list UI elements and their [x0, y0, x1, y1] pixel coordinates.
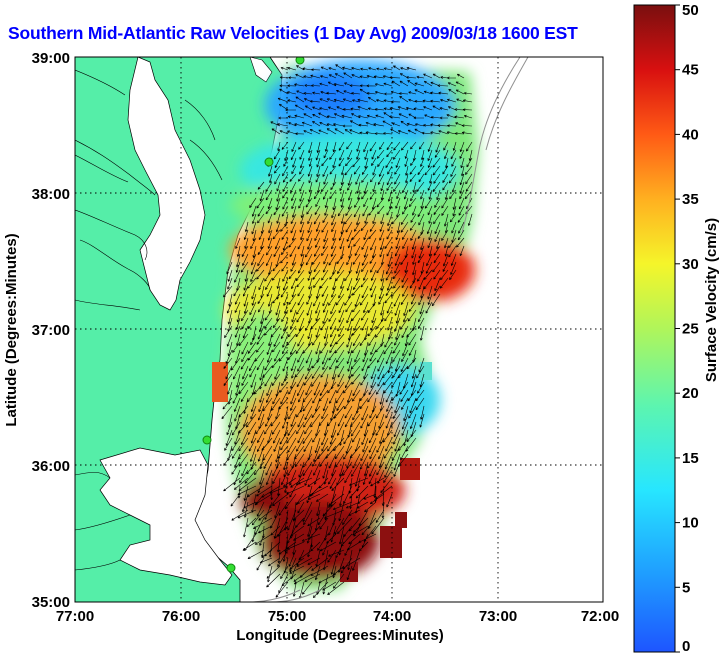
orange-core: [230, 215, 430, 285]
pamlico-sound: [99, 447, 233, 586]
x-tick-label: 75:00: [268, 608, 306, 625]
station-marker: [226, 563, 236, 573]
sound-inlets: [75, 472, 131, 571]
x-tick-label: 72:00: [581, 608, 619, 625]
colorbar-gradient: [633, 4, 676, 653]
velocity-vectors: [221, 64, 473, 599]
red-east: [385, 238, 475, 302]
station-marker: [202, 435, 212, 445]
map-grid: [75, 57, 603, 602]
x-axis: 77:00 76:00 75:00 74:00 73:00 72:00 Long…: [56, 608, 619, 644]
colorbar-tick-label: 10: [682, 515, 699, 532]
isolated-cells: [212, 362, 432, 582]
y-tick-label: 38:00: [32, 186, 70, 203]
colorbar-tick-label: 5: [682, 579, 690, 596]
x-tick-label: 76:00: [162, 608, 200, 625]
hf-radar-stations: [202, 57, 305, 573]
x-tick-label: 77:00: [56, 608, 94, 625]
colorbar-label: Surface Velocity (cm/s): [703, 218, 720, 382]
x-tick-label: 74:00: [373, 608, 411, 625]
plot-frame: [74, 56, 604, 603]
y-tick-label: 35:00: [32, 594, 70, 611]
delaware-bay: [249, 57, 273, 83]
y-axis-label: Latitude (Degrees:Minutes): [3, 233, 20, 426]
colorbar-tick-label: 50: [682, 2, 699, 19]
station-marker: [264, 157, 274, 167]
colorbar-tick-label: 35: [682, 191, 699, 208]
maroon-southwest: [240, 480, 290, 520]
y-tick-label: 36:00: [32, 458, 70, 475]
mid-band-green: [230, 180, 430, 230]
colorbar-tick-label: 30: [682, 256, 699, 273]
colorbar-tick-label: 45: [682, 62, 699, 79]
colorbar-tick-label: 25: [682, 321, 699, 338]
colorbar-tick-label: 40: [682, 126, 699, 143]
y-axis: 35:00 36:00 37:00 38:00 39:00 Latitude (…: [3, 50, 70, 611]
colorbar-tick-label: 20: [682, 385, 699, 402]
vector-arrow-set: [221, 64, 473, 599]
y-tick-label: 39:00: [32, 50, 70, 67]
colorbar: 0 5 10 15 20 25 30 35 40 45 50 Surface Velocity (c…: [633, 2, 720, 655]
station-marker: [295, 57, 305, 65]
x-tick-label: 73:00: [479, 608, 517, 625]
colorbar-tick-label: 15: [682, 450, 699, 467]
map-title: Southern Mid-Atlantic Raw Velocities (1 …: [8, 23, 578, 43]
x-axis-label: Longitude (Degrees:Minutes): [236, 627, 444, 644]
bay-tributaries: [75, 69, 223, 311]
map-plot-area: [74, 56, 604, 603]
chesapeake-bay: [127, 57, 206, 311]
colorbar-tick-label: 0: [682, 638, 690, 655]
y-tick-label: 37:00: [32, 322, 70, 339]
low-speed-north-core: [290, 73, 370, 117]
colorbar-ticks: 0 5 10 15 20 25 30 35 40 45 50: [675, 2, 699, 655]
